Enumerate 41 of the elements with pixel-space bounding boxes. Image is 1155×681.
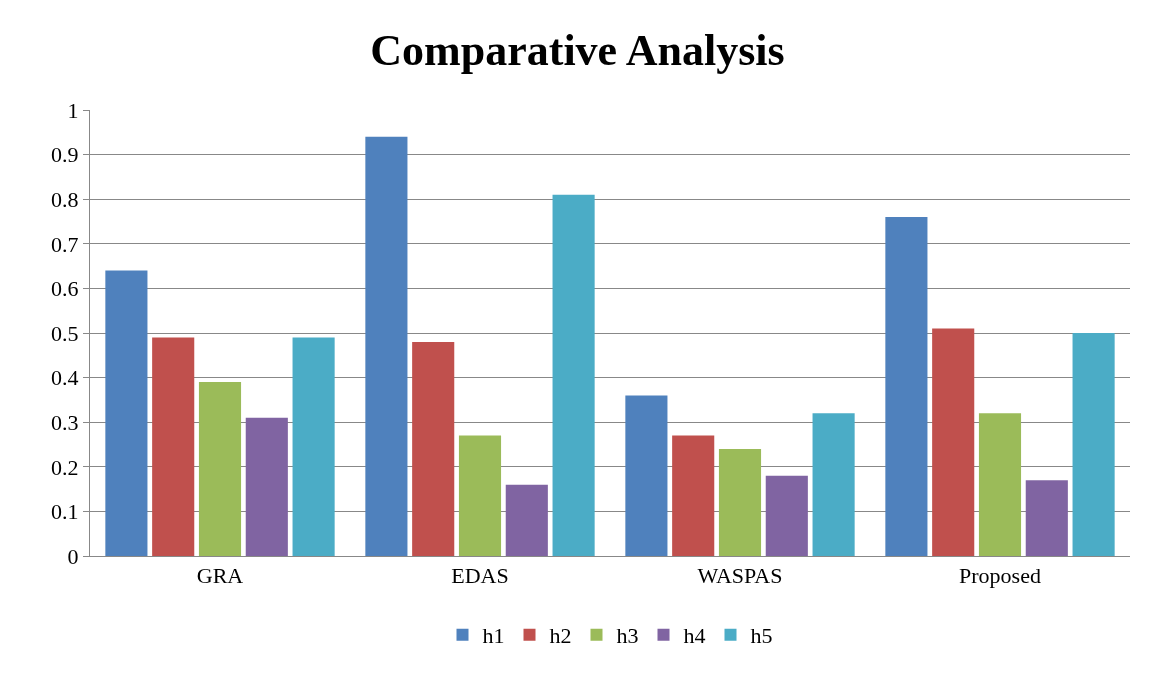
bar xyxy=(1025,480,1068,556)
bar xyxy=(812,413,855,556)
y-tick-label: 0.4 xyxy=(51,365,79,391)
bar xyxy=(978,413,1022,556)
y-tick-label: 0.8 xyxy=(51,186,79,212)
bar xyxy=(365,136,408,556)
y-tick-label: 0.9 xyxy=(51,142,79,168)
y-tick-label: 0.5 xyxy=(51,320,79,346)
y-tick-label: 0 xyxy=(67,543,79,569)
bar xyxy=(718,448,762,556)
bar xyxy=(198,382,242,556)
bar xyxy=(412,341,455,556)
bar xyxy=(885,217,928,556)
y-tick-label: 0.3 xyxy=(51,409,79,435)
x-tick-label: GRA xyxy=(196,563,244,589)
bar xyxy=(625,395,668,556)
x-tick-label: EDAS xyxy=(451,563,509,589)
bar xyxy=(672,435,715,556)
bar xyxy=(552,194,595,556)
bar xyxy=(932,328,975,556)
x-tick-label: Proposed xyxy=(959,563,1041,589)
legend-label: h1 xyxy=(482,623,505,649)
bar xyxy=(245,417,288,556)
legend-label: h4 xyxy=(683,623,706,649)
y-tick-label: 0.7 xyxy=(51,231,79,257)
legend-label: h3 xyxy=(616,623,639,649)
x-tick-label: WASPAS xyxy=(697,563,783,589)
legend-label: h5 xyxy=(750,623,773,649)
y-tick-label: 0.2 xyxy=(51,454,79,480)
legend-label: h2 xyxy=(549,623,572,649)
bar xyxy=(292,337,335,556)
y-tick-label: 0.1 xyxy=(51,499,79,525)
y-tick-label: 0.6 xyxy=(51,276,79,302)
bar xyxy=(765,475,808,556)
bar xyxy=(505,484,548,556)
y-tick-label: 1 xyxy=(67,97,79,123)
bar xyxy=(152,337,195,556)
bar xyxy=(458,435,502,556)
bar xyxy=(1072,333,1115,556)
bar xyxy=(105,270,148,556)
chart-title: Comparative Analysis xyxy=(370,25,785,75)
